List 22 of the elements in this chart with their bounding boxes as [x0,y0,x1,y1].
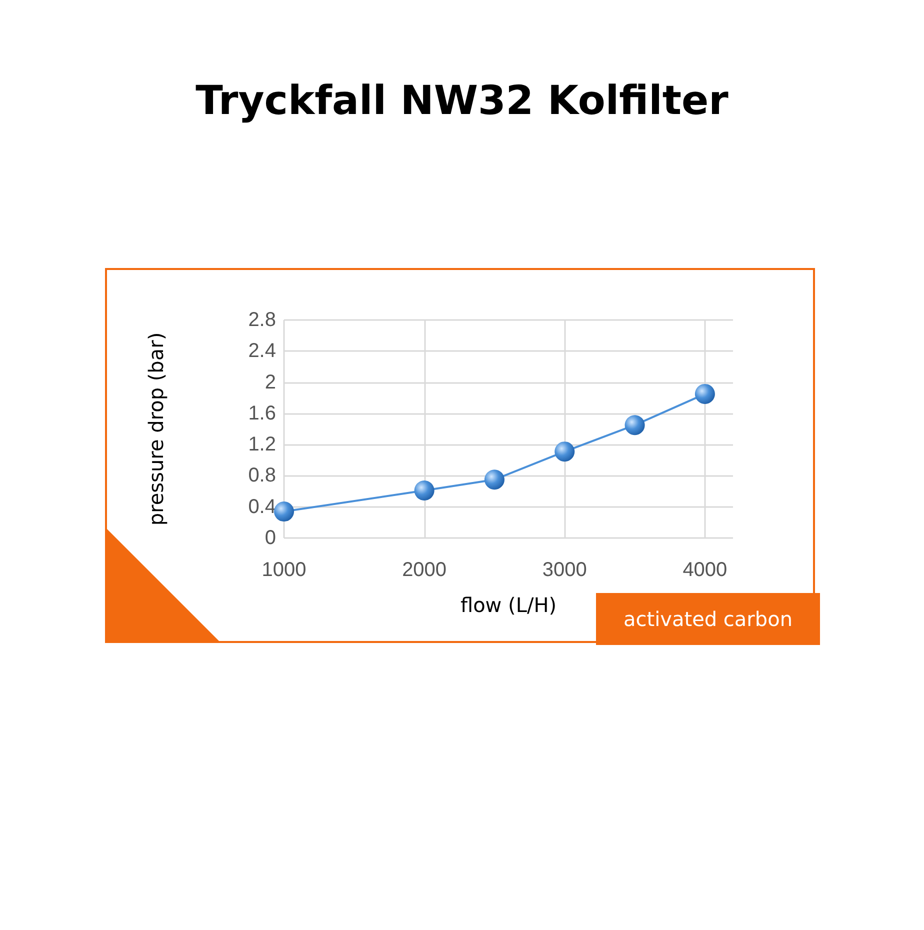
point [694,384,715,404]
x-tick-label: 2000 [402,559,447,581]
x-axis-title: flow (L/H) [460,593,557,617]
x-tick-label: 3000 [542,559,587,581]
x-tick-label: 1000 [262,559,306,581]
point [414,480,434,500]
y-tick-label: 1.2 [248,434,276,456]
y-tick-label: 0 [264,527,276,549]
y-tick-label: 2.8 [248,309,276,331]
text: activated carbon [596,593,820,645]
y-tick-label: 1.6 [248,402,276,424]
point [484,470,504,490]
y-tick-label: 0.4 [248,496,276,518]
point [274,502,294,522]
x-tick-label: 4000 [682,559,728,581]
y-tick-label: 2 [264,371,276,394]
chart-title: Tryckfall NW32 Kolfilter [194,78,730,124]
y-tick-label: 2.4 [248,340,276,362]
y-axis-title: pressure drop (bar) [144,332,168,526]
point [624,415,645,436]
point [554,442,575,462]
y-tick-label: 0.8 [248,464,276,487]
